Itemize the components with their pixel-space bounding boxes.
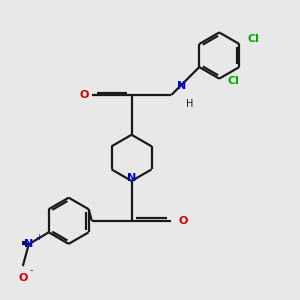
Text: O: O <box>179 216 188 226</box>
Text: N: N <box>127 173 136 183</box>
Text: H: H <box>186 99 194 109</box>
Text: N: N <box>24 239 33 249</box>
Text: -: - <box>29 265 33 275</box>
Text: O: O <box>80 90 89 100</box>
Text: N: N <box>177 81 186 91</box>
Text: +: + <box>35 233 42 242</box>
Text: Cl: Cl <box>228 76 239 86</box>
Text: Cl: Cl <box>248 34 260 44</box>
Text: O: O <box>18 274 28 284</box>
